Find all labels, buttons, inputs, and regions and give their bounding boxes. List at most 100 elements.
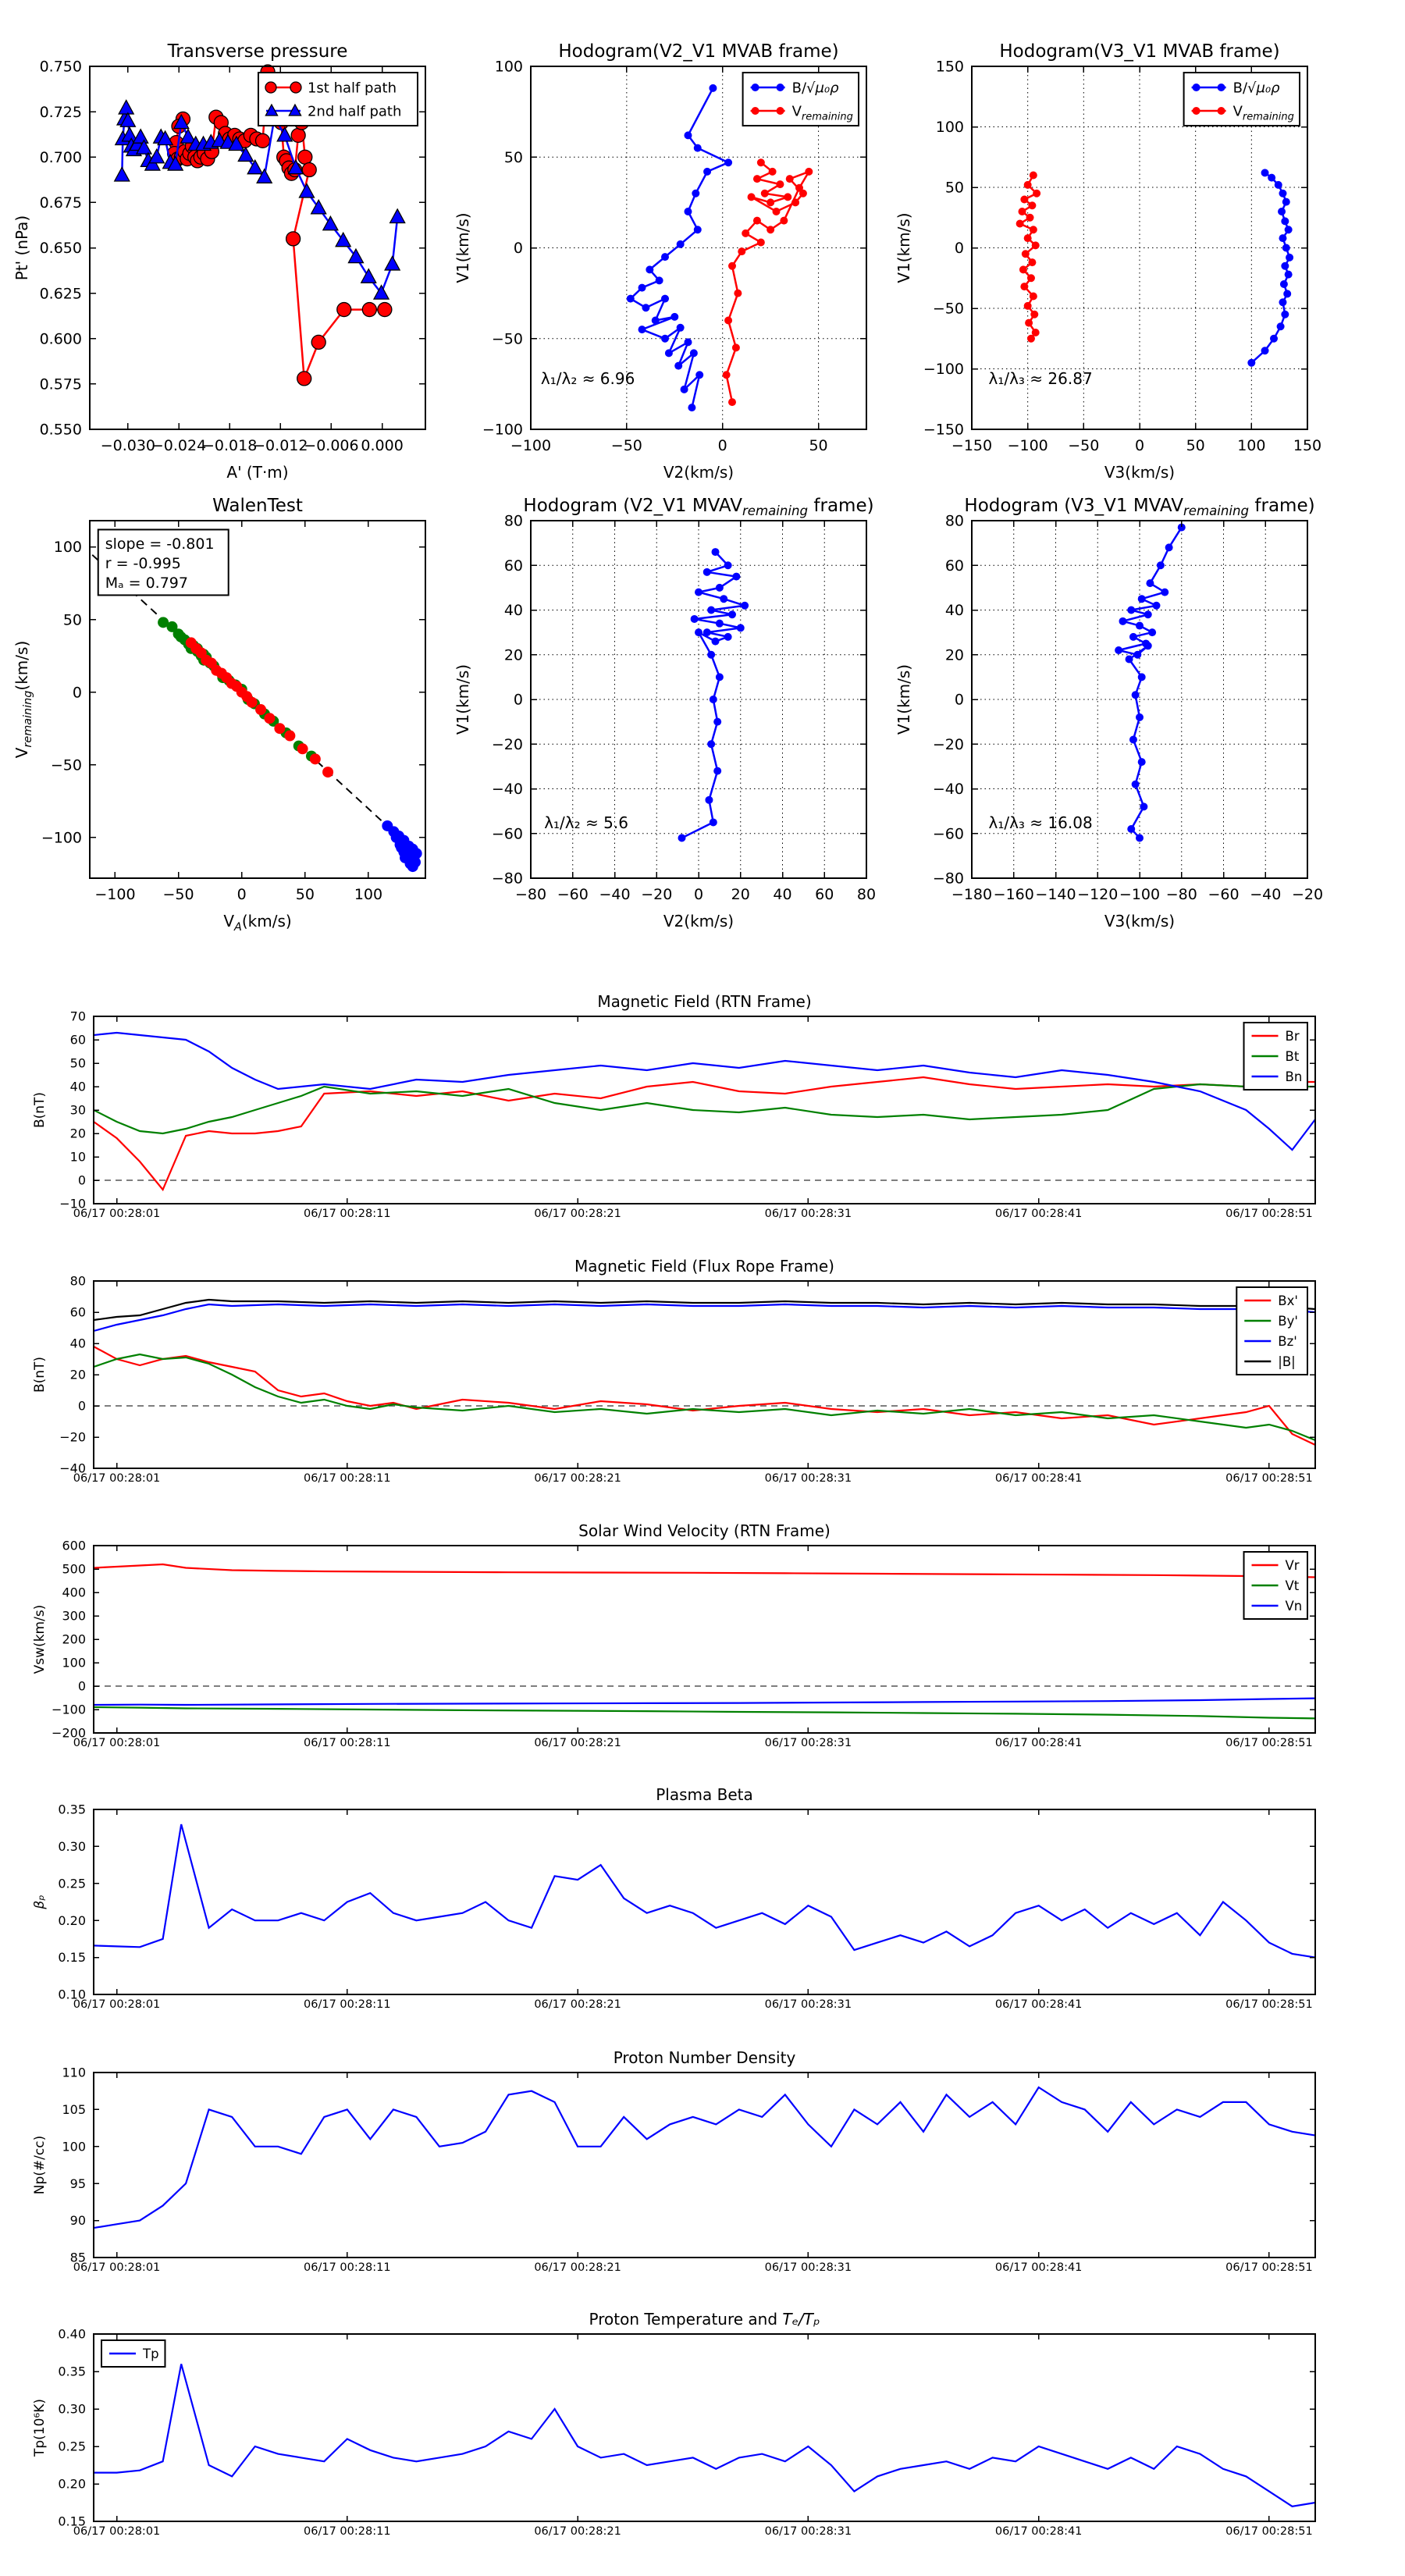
y-tick-label: 0 <box>955 240 964 257</box>
y-tick-label: 20 <box>70 1126 86 1141</box>
legend: Tp <box>101 2339 166 2368</box>
chart-title: Hodogram (V2_V1 MVAVremaining frame) <box>523 496 873 518</box>
x-tick-label: 06/17 00:28:01 <box>73 2261 161 2274</box>
y-tick-label: −100 <box>923 361 964 378</box>
x-tick-label: −0.024 <box>151 437 206 454</box>
y-tick-label: −100 <box>41 830 82 847</box>
y-tick-label: −60 <box>492 825 523 842</box>
y-tick-label: 0.30 <box>58 2402 86 2417</box>
y-tick-label: 0.750 <box>40 59 82 76</box>
y-tick-label: 400 <box>62 1585 86 1600</box>
y-tick-label: 0.20 <box>58 1913 86 1928</box>
x-tick-label: 0 <box>237 886 247 903</box>
y-tick-label: 0.20 <box>58 2477 86 2492</box>
y-tick-label: −20 <box>59 1430 86 1445</box>
y-tick-label: 110 <box>62 2065 86 2080</box>
y-axis-label: V1(km/s) <box>454 664 472 735</box>
x-tick-label: 06/17 00:28:41 <box>995 1998 1083 2011</box>
x-tick-label: 20 <box>731 886 750 903</box>
y-tick-label: 60 <box>70 1033 86 1048</box>
x-tick-label: 100 <box>1237 437 1265 454</box>
x-tick-label: 06/17 00:28:01 <box>73 1737 161 1749</box>
chart-title: Solar Wind Velocity (RTN Frame) <box>578 1521 831 1540</box>
stats-line: r = -0.995 <box>105 555 181 572</box>
y-tick-label: 0.25 <box>58 1876 86 1891</box>
chart-p_pt: −0.030−0.024−0.018−0.012−0.006 0.000 0.550… <box>12 41 426 482</box>
y-tick-label: 0 <box>78 1399 86 1414</box>
y-tick-label: 50 <box>504 149 523 166</box>
x-tick-label: 50 <box>809 437 827 454</box>
x-tick-label: 06/17 00:28:01 <box>73 1472 161 1485</box>
y-tick-label: 20 <box>70 1368 86 1382</box>
x-tick-label: 50 <box>1186 437 1205 454</box>
x-tick-label: −60 <box>1208 886 1239 903</box>
x-tick-label: 06/17 00:28:21 <box>534 1472 621 1485</box>
y-axis-label: Np(#/cc) <box>32 2136 48 2194</box>
legend-label: Vt <box>1286 1578 1300 1593</box>
x-tick-label: 06/17 00:28:31 <box>765 1472 852 1485</box>
x-tick-label: −80 <box>1166 886 1197 903</box>
y-tick-label: 85 <box>70 2250 86 2265</box>
y-tick-label: 50 <box>945 180 964 197</box>
chart-title: Hodogram(V2_V1 MVAB frame) <box>558 41 838 62</box>
x-tick-label: −150 <box>951 437 992 454</box>
y-tick-label: −60 <box>933 825 964 842</box>
chart-p_vsw: 06/17 00:28:01 06/17 00:28:11 06/17 00:28:… <box>32 1521 1316 1749</box>
y-tick-label: 0 <box>955 692 964 709</box>
x-tick-label: 06/17 00:28:51 <box>1225 1472 1313 1485</box>
legend-label: Br <box>1286 1029 1300 1044</box>
y-tick-label: 100 <box>62 2139 86 2154</box>
x-tick-label: 06/17 00:28:11 <box>304 1208 391 1220</box>
x-tick-label: 06/17 00:28:11 <box>304 1998 391 2011</box>
y-axis-label: B(nT) <box>32 1357 48 1393</box>
x-tick-label: 06/17 00:28:31 <box>765 1998 852 2011</box>
x-tick-label: −100 <box>510 437 551 454</box>
chart-title: Magnetic Field (RTN Frame) <box>597 992 811 1011</box>
y-tick-label: 80 <box>70 1274 86 1289</box>
y-tick-label: 0 <box>78 1173 86 1188</box>
x-tick-label: 06/17 00:28:11 <box>304 1472 391 1485</box>
y-tick-label: 0 <box>73 684 82 701</box>
y-tick-label: 50 <box>63 611 82 628</box>
chart-title: Proton Number Density <box>614 2048 796 2067</box>
legend-label: Bt <box>1286 1049 1300 1064</box>
y-tick-label: 100 <box>495 59 523 76</box>
x-tick-label: −0.012 <box>253 437 308 454</box>
chart-p_beta: 06/17 00:28:01 06/17 00:28:11 06/17 00:28:… <box>32 1785 1316 2011</box>
x-axis-label: V3(km/s) <box>1104 912 1175 930</box>
y-tick-label: −200 <box>52 1726 86 1741</box>
y-tick-label: −40 <box>933 781 964 798</box>
y-axis-label: βₚ <box>32 1895 48 1909</box>
y-tick-label: 0.550 <box>40 422 82 439</box>
y-tick-label: 80 <box>945 513 964 530</box>
y-tick-label: 100 <box>54 539 82 556</box>
x-tick-label: −0.006 <box>304 437 358 454</box>
x-tick-label: 0 <box>694 886 703 903</box>
x-tick-label: 06/17 00:28:51 <box>1225 2261 1313 2274</box>
x-axis-label: V3(km/s) <box>1104 463 1175 482</box>
x-tick-label: −160 <box>994 886 1034 903</box>
lambda-annotation: λ₁/λ₃ ≈ 26.87 <box>989 369 1093 388</box>
legend-label: B/√μ₀ρ <box>792 80 840 96</box>
y-tick-label: 0.675 <box>40 194 82 212</box>
legend-label: Vremaining <box>792 103 853 123</box>
chart-p_bfr: 06/17 00:28:01 06/17 00:28:11 06/17 00:28:… <box>32 1257 1316 1485</box>
x-tick-label: 06/17 00:28:41 <box>995 1737 1083 1749</box>
x-tick-label: 06/17 00:28:21 <box>534 1737 621 1749</box>
y-tick-label: 0.650 <box>40 240 82 257</box>
y-tick-label: 0 <box>514 692 523 709</box>
x-tick-label: −100 <box>94 886 135 903</box>
chart-title: Plasma Beta <box>656 1785 753 1804</box>
y-tick-label: −40 <box>59 1461 86 1476</box>
legend: B/√μ₀ρ Vremaining <box>1183 72 1300 126</box>
y-tick-label: 10 <box>70 1150 86 1165</box>
legend-label: 1st half path <box>308 80 397 96</box>
x-tick-label: −20 <box>1292 886 1323 903</box>
x-tick-label: −140 <box>1035 886 1076 903</box>
x-axis-label: VA(km/s) <box>223 912 291 934</box>
x-tick-label: −20 <box>641 886 672 903</box>
x-tick-label: 80 <box>857 886 876 903</box>
y-tick-label: 100 <box>936 119 964 136</box>
